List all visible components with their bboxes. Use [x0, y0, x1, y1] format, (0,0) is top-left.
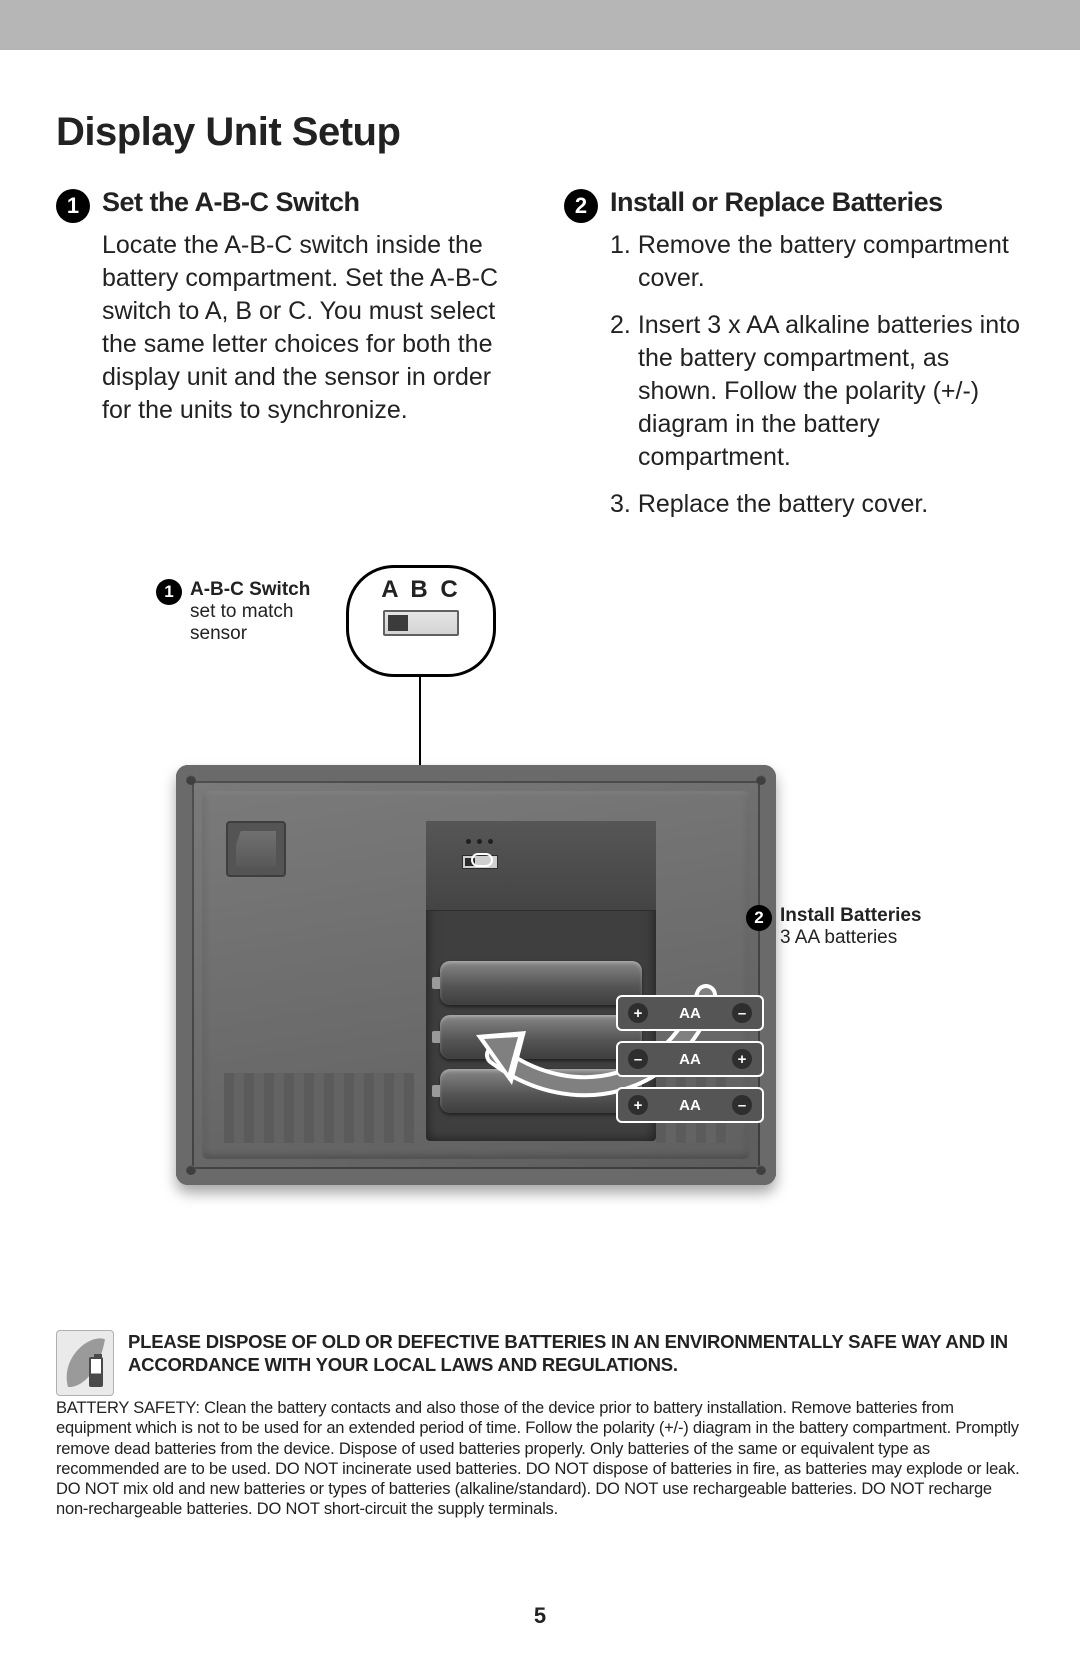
recycle-battery-icon: [56, 1330, 114, 1396]
polarity-label: AA: [679, 1097, 701, 1114]
device-diagram: 1 A-B-C Switch set to match sensor A B C: [56, 565, 1016, 1225]
polarity-row: + AA –: [616, 1087, 764, 1123]
battery-cell-icon: [440, 1069, 642, 1113]
page-number: 5: [0, 1603, 1080, 1629]
abc-letters: A B C: [349, 576, 493, 604]
compartment-upper: [426, 821, 656, 911]
polarity-minus-icon: –: [732, 1003, 752, 1023]
switch-highlight-oval: [471, 853, 493, 867]
polarity-plus-icon: +: [628, 1003, 648, 1023]
step2-item: Remove the battery compartment cover.: [610, 229, 1024, 295]
page-title: Display Unit Setup: [56, 110, 1024, 155]
switch-slot-icon: [383, 610, 459, 636]
step2-item: Insert 3 x AA alkaline batteries into th…: [610, 309, 1024, 474]
switch-knob-icon: [388, 615, 408, 631]
polarity-minus-icon: –: [732, 1095, 752, 1115]
step2-title: Install or Replace Batteries: [610, 187, 943, 218]
battery-polarity-diagram: + AA – – AA + + AA –: [616, 995, 764, 1133]
step2-badge: 2: [564, 189, 598, 223]
battery-cell-icon: [440, 1015, 642, 1059]
callout-abc-switch: 1 A-B-C Switch set to match sensor: [156, 579, 346, 645]
battery-icon: [89, 1357, 103, 1387]
step2-list: Remove the battery compartment cover. In…: [610, 229, 1024, 521]
stand-slot-icon: [226, 821, 286, 877]
polarity-label: AA: [679, 1051, 701, 1068]
polarity-plus-icon: +: [732, 1049, 752, 1069]
screw-icon: [186, 775, 196, 785]
battery-safety-text: BATTERY SAFETY: Clean the battery contac…: [56, 1398, 1024, 1519]
screw-icon: [756, 775, 766, 785]
step2-body: Remove the battery compartment cover. In…: [564, 229, 1024, 521]
battery-safety-notice: PLEASE DISPOSE OF OLD OR DEFECTIVE BATTE…: [56, 1330, 1024, 1519]
screw-icon: [186, 1165, 196, 1175]
polarity-minus-icon: –: [628, 1049, 648, 1069]
rib-texture: [224, 1073, 414, 1143]
callout-install-batteries: 2 Install Batteries 3 AA batteries: [746, 905, 986, 949]
column-right: 2 Install or Replace Batteries Remove th…: [564, 187, 1024, 535]
step1-header: 1 Set the A-B-C Switch: [56, 187, 516, 223]
callout1-title: A-B-C Switch: [190, 579, 346, 601]
disposal-heading: PLEASE DISPOSE OF OLD OR DEFECTIVE BATTE…: [128, 1330, 1024, 1376]
manual-page: Display Unit Setup 1 Set the A-B-C Switc…: [0, 50, 1080, 1669]
step2-item: Replace the battery cover.: [610, 488, 1024, 521]
switch-dots-icon: [466, 839, 493, 844]
column-left: 1 Set the A-B-C Switch Locate the A-B-C …: [56, 187, 516, 535]
polarity-plus-icon: +: [628, 1095, 648, 1115]
polarity-label: AA: [679, 1005, 701, 1022]
abc-switch-detail: A B C: [346, 565, 496, 677]
polarity-row: + AA –: [616, 995, 764, 1031]
callout1-badge: 1: [156, 579, 182, 605]
callout2-title: Install Batteries: [780, 905, 922, 927]
step1-badge: 1: [56, 189, 90, 223]
screw-icon: [756, 1165, 766, 1175]
step1-title: Set the A-B-C Switch: [102, 187, 360, 218]
two-column-layout: 1 Set the A-B-C Switch Locate the A-B-C …: [56, 187, 1024, 535]
battery-cell-icon: [440, 961, 642, 1005]
step2-header: 2 Install or Replace Batteries: [564, 187, 1024, 223]
callout1-sub: set to match sensor: [190, 601, 346, 645]
polarity-row: – AA +: [616, 1041, 764, 1077]
callout2-badge: 2: [746, 905, 772, 931]
step1-body: Locate the A-B-C switch inside the batte…: [56, 229, 516, 427]
callout2-sub: 3 AA batteries: [780, 927, 922, 949]
